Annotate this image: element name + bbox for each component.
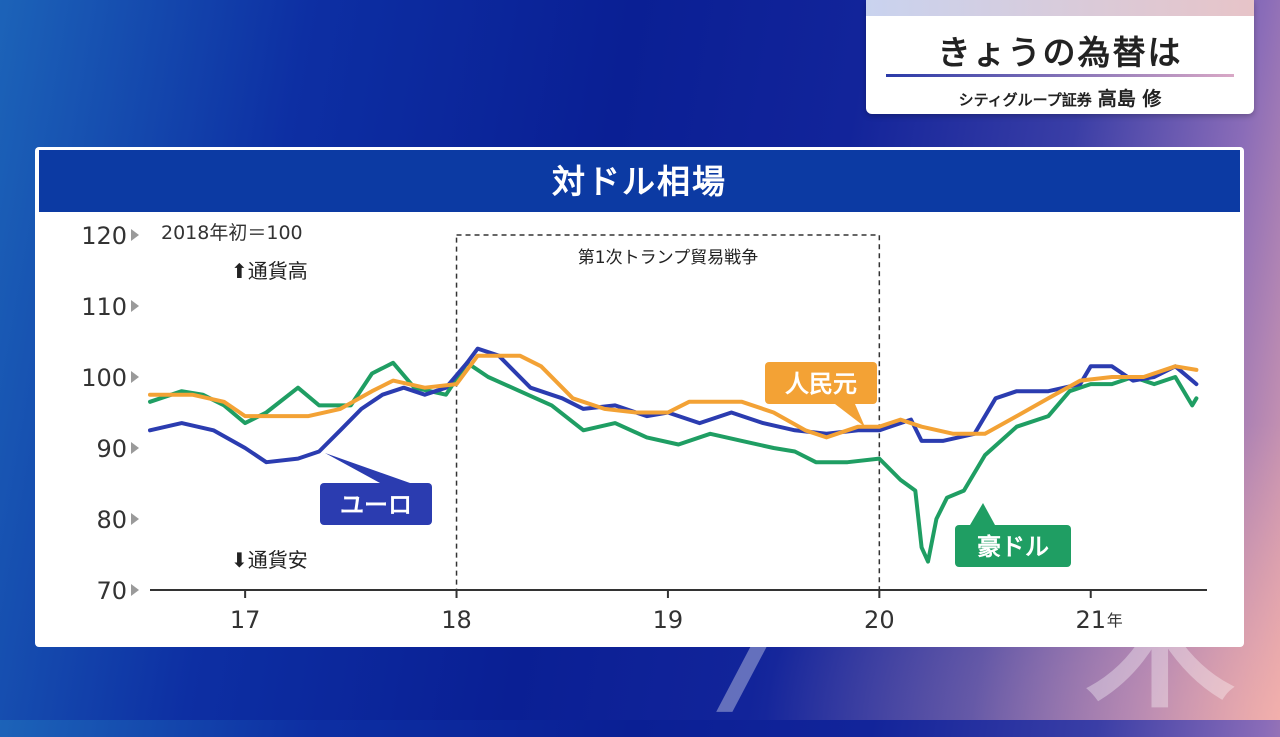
- y-tick-label-70: 70: [96, 577, 127, 605]
- chart-panel: 対ドル相場 第1次トランプ貿易戦争 70 80 90 100 110 120 2018年初＝1…: [35, 147, 1244, 647]
- series-label-2: 豪ドル: [977, 533, 1049, 561]
- x-tick-label-21: 21: [1075, 606, 1106, 634]
- index-note: 2018年初＝100: [161, 222, 303, 244]
- y-tick-arrow-80: [131, 513, 139, 525]
- x-tick-label-19: 19: [653, 606, 684, 634]
- series-label-tail-0: [325, 453, 410, 483]
- x-tick-label-18: 18: [441, 606, 472, 634]
- y-tick-label-100: 100: [81, 364, 127, 392]
- y-tick-arrow-120: [131, 229, 139, 241]
- y-tick-label-80: 80: [96, 506, 127, 534]
- series-label-tail-2: [970, 503, 995, 525]
- commentator-org: シティグループ証券: [958, 91, 1092, 109]
- program-title-card: きょうの為替は シティグループ証券 高島 修: [866, 0, 1254, 114]
- commentator-name: 高島 修: [1097, 88, 1162, 110]
- y-tick-arrow-70: [131, 584, 139, 596]
- series-label-box-2: [955, 525, 1071, 567]
- y-tick-arrow-90: [131, 442, 139, 454]
- series-label-1: 人民元: [785, 370, 857, 398]
- y-tick-arrow-110: [131, 300, 139, 312]
- y-tick-label-90: 90: [96, 435, 127, 463]
- highlight-box: [455, 234, 881, 591]
- y-tick-label-110: 110: [81, 293, 127, 321]
- series-line-2: [148, 360, 1199, 564]
- up-label: ⬆通貨高: [231, 259, 308, 283]
- x-tick-label-20: 20: [864, 606, 895, 634]
- y-tick-arrow-100: [131, 371, 139, 383]
- program-title: きょうの為替は: [937, 33, 1183, 72]
- commentator-line: シティグループ証券 高島 修: [866, 84, 1254, 111]
- series-line-1: [148, 353, 1199, 440]
- x-tick-label-17: 17: [230, 606, 261, 634]
- series-label-tail-1: [835, 404, 865, 427]
- title-card-strip: [866, 0, 1254, 16]
- series-label-box-0: [320, 483, 432, 525]
- x-suffix-label: 年: [1107, 611, 1123, 630]
- series-label-0: ユーロ: [340, 491, 412, 519]
- y-tick-label-120: 120: [81, 222, 127, 250]
- series-label-box-1: [765, 362, 877, 404]
- title-divider: [886, 74, 1234, 77]
- chart-title: 対ドル相場: [39, 150, 1240, 212]
- highlight-label: 第1次トランプ貿易戦争: [578, 248, 758, 268]
- fx-line-chart: 第1次トランプ貿易戦争 70 80 90 100 110 120 2018年初＝100 ⬆通貨高…: [81, 222, 1207, 634]
- down-label: ⬇通貨安: [231, 548, 308, 572]
